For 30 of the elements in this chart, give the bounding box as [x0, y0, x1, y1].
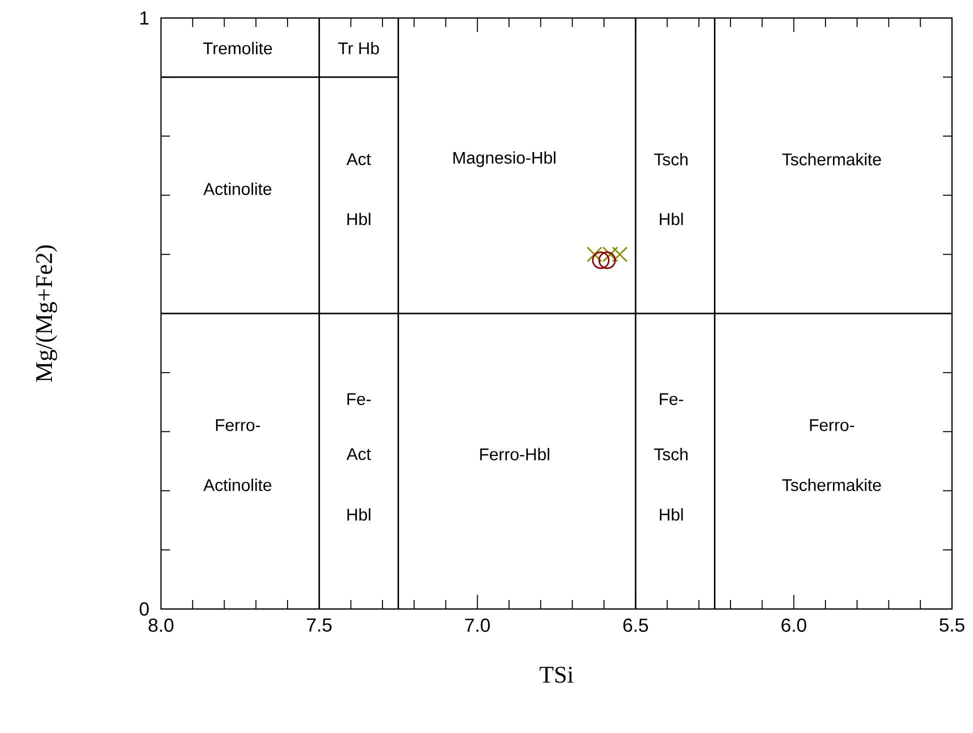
annotation: Tsch: [654, 448, 688, 460]
x-tick-label: 6.5: [623, 618, 648, 632]
annotation: Actinolite: [203, 182, 272, 196]
y-tick-label: 1: [140, 11, 149, 24]
annotation: Tschermakite: [782, 478, 881, 492]
annotation: Tsch: [654, 153, 688, 166]
annotation: Magnesio-Hbl: [453, 151, 556, 168]
annotation: Act: [346, 448, 371, 460]
x-axis-title: TSi: [540, 666, 574, 683]
annotation: Fe-: [660, 393, 684, 406]
x-tick-label: 7.0: [465, 618, 490, 632]
annotation: Hbl: [347, 212, 370, 226]
annotation: Actinolite: [203, 478, 272, 492]
annotation: Hbl: [347, 508, 370, 521]
annotation: Tr Hb: [338, 42, 379, 54]
annotation: Tremolite: [203, 42, 272, 54]
y-axis-title: Mg/(Mg+Fe2): [35, 245, 58, 382]
y-tick-label: 0: [140, 602, 149, 616]
annotation: Hbl: [660, 212, 683, 226]
x-tick-label: 8.0: [148, 618, 174, 632]
x-tick-label: 7.5: [307, 618, 332, 632]
annotation: Hbl: [660, 508, 683, 521]
annotation: Fe-: [347, 393, 371, 406]
annotation: Tschermakite: [782, 153, 881, 166]
annotation: Ferro-: [216, 419, 260, 432]
x-tick-label: 5.5: [940, 618, 964, 632]
annotation: Ferro-: [810, 419, 854, 432]
annotation: Ferro-Hbl: [480, 448, 550, 460]
annotation: Act: [346, 153, 371, 166]
x-tick-label: 6.0: [782, 618, 806, 632]
